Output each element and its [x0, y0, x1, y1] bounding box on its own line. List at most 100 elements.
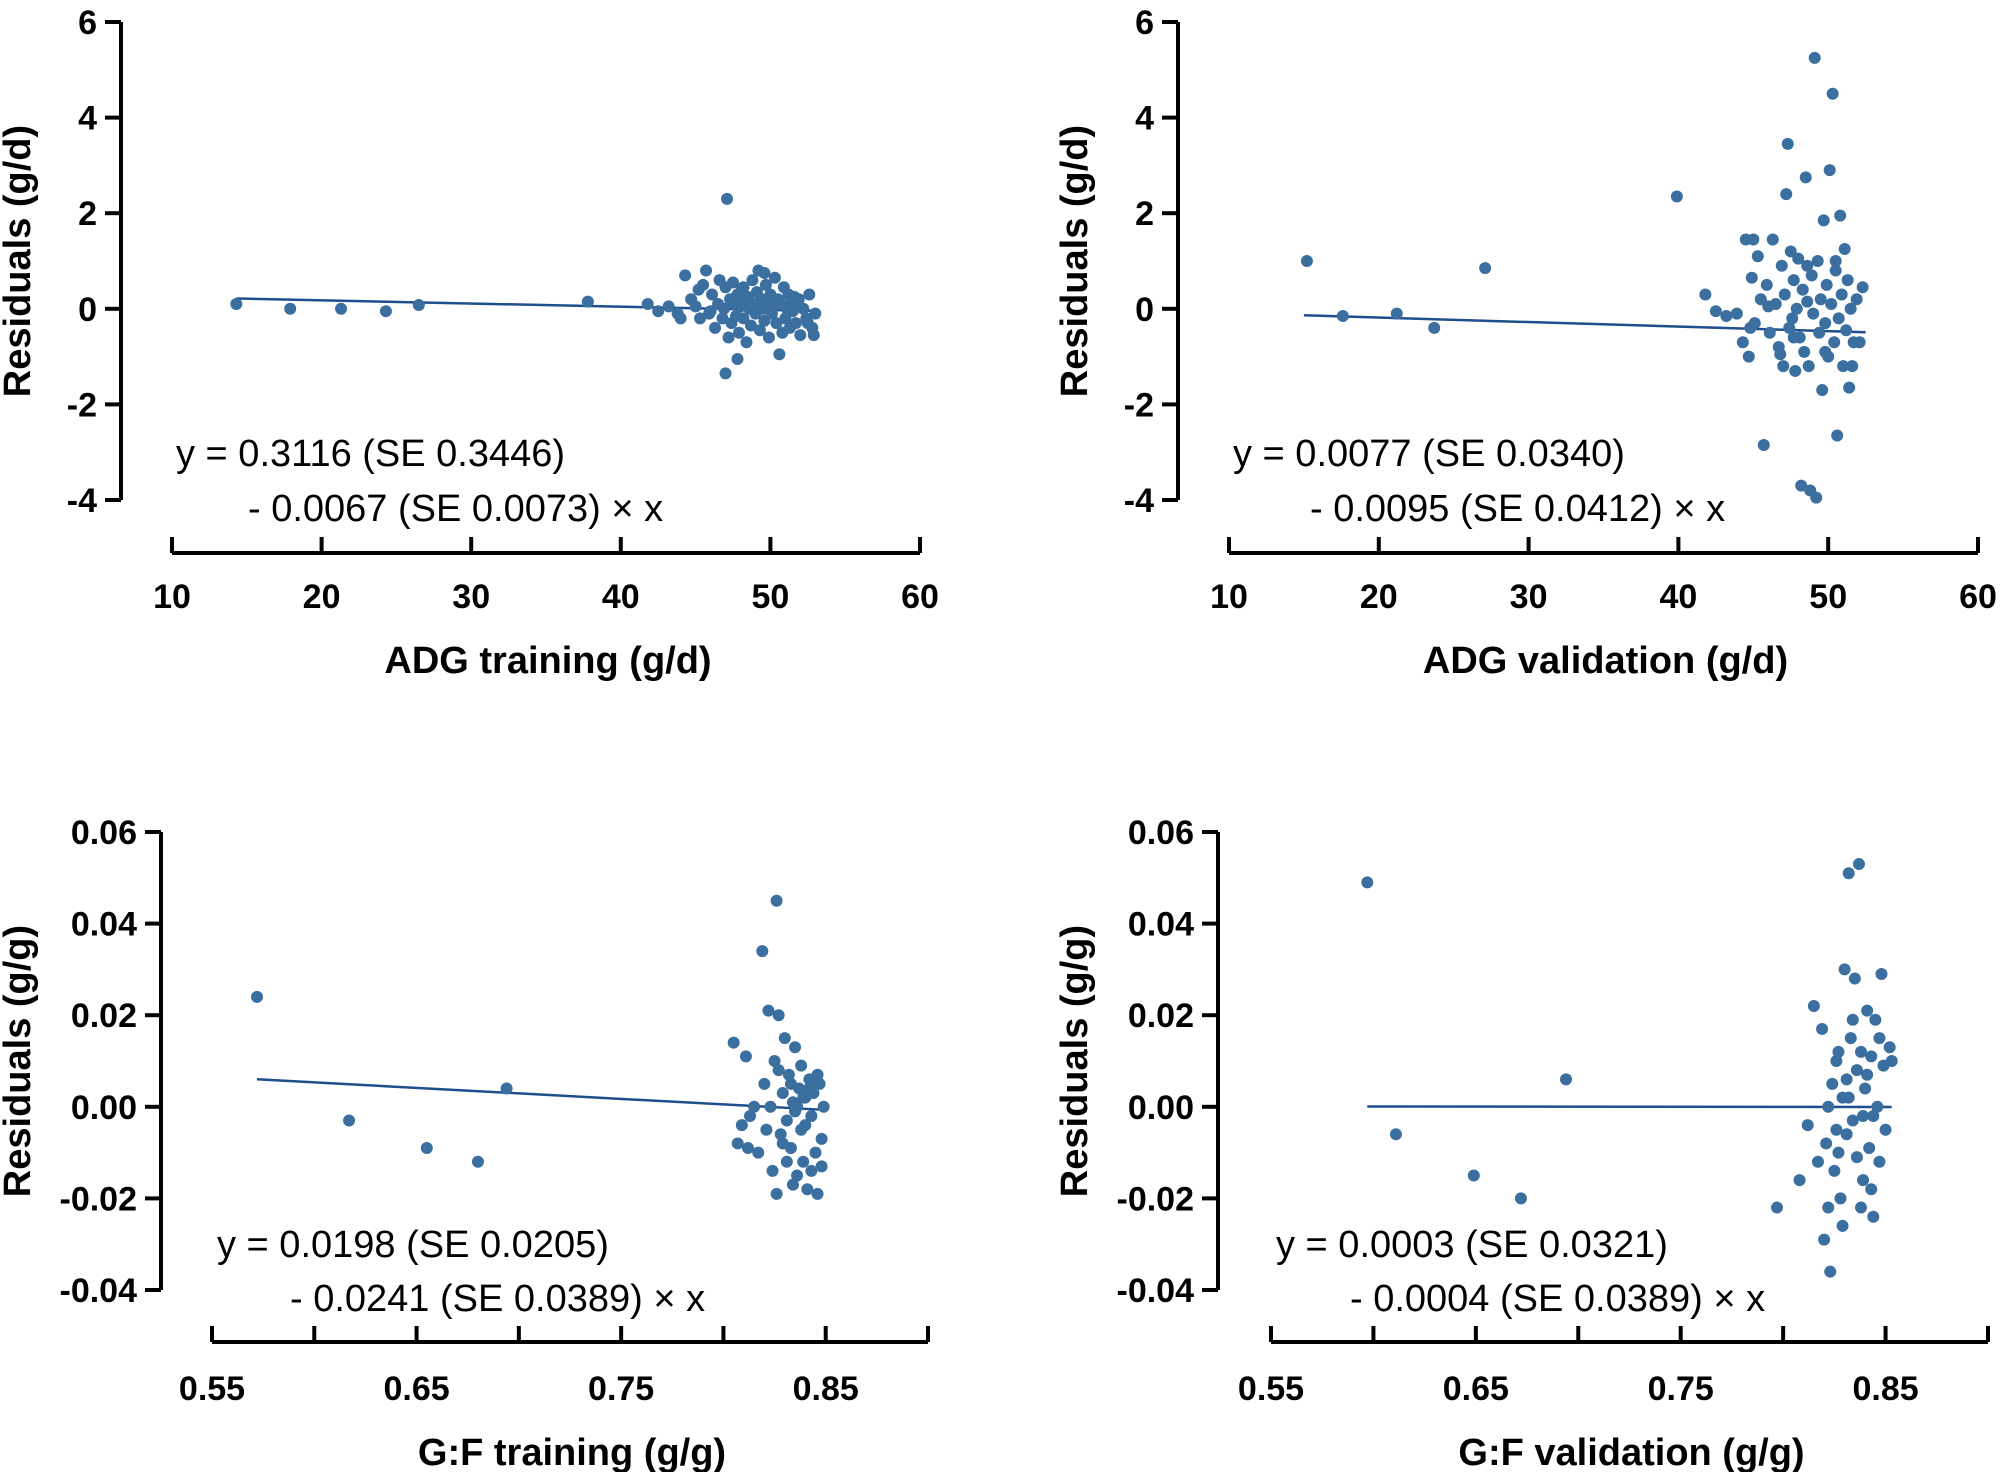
data-point [1842, 1091, 1855, 1104]
data-point [1836, 1219, 1849, 1232]
data-point [718, 302, 731, 315]
data-point [1837, 360, 1850, 373]
data-point [758, 1077, 771, 1090]
data-point [1777, 360, 1790, 373]
data-point [1863, 1142, 1876, 1155]
data-point [1781, 137, 1794, 150]
data-point [1808, 51, 1821, 64]
data-point [1780, 188, 1793, 201]
data-point [1336, 309, 1349, 322]
y-tick-label: 0.06 [1128, 814, 1194, 852]
equation-line-2: - 0.0241 (SE 0.0389) × x [290, 1278, 705, 1320]
x-tick-label: 60 [1959, 578, 1997, 616]
x-tick-label: 20 [303, 578, 341, 616]
data-point [770, 894, 783, 907]
data-point [779, 312, 792, 325]
data-point [756, 945, 769, 958]
y-tick-label: 0.02 [71, 997, 137, 1035]
data-point [740, 336, 753, 349]
data-point [731, 1137, 744, 1150]
data-point [1832, 312, 1845, 325]
data-point [1760, 278, 1773, 291]
x-tick-label: 50 [751, 578, 789, 616]
data-point [776, 1137, 789, 1150]
data-point [1848, 972, 1861, 985]
data-point [1841, 274, 1854, 287]
y-tick-label: 0.00 [1128, 1089, 1194, 1127]
data-point [809, 307, 822, 320]
x-tick-label: 0.65 [1443, 1370, 1509, 1408]
data-point [794, 329, 807, 342]
data-point [773, 348, 786, 361]
data-point [1790, 302, 1803, 315]
panel-gf-validation: -0.04 -0.02 0.00 0.02 0.04 0.06 0.55 0.65 0.75 0.… [1054, 814, 1990, 1472]
x-tick-label: 0.85 [793, 1370, 859, 1408]
x-tick-label: 0.75 [1648, 1370, 1714, 1408]
data-point [251, 990, 264, 1003]
data-point [748, 1100, 761, 1113]
data-point [772, 1064, 785, 1077]
data-point [727, 276, 739, 289]
data-point [1830, 1055, 1843, 1067]
x-tick-label: 50 [1809, 578, 1847, 616]
data-point [1793, 1174, 1806, 1187]
data-point [1869, 1013, 1882, 1026]
data-point [1824, 1265, 1837, 1278]
x-tick-label: 0.55 [179, 1370, 245, 1408]
data-point [1854, 1045, 1867, 1058]
data-point [803, 288, 816, 301]
data-point [662, 300, 675, 313]
data-point [1818, 1233, 1831, 1246]
data-point [1819, 345, 1832, 358]
data-point [789, 1041, 802, 1054]
data-point [797, 302, 810, 315]
data-point [1834, 209, 1847, 222]
data-point [758, 266, 771, 279]
data-point [1852, 858, 1865, 871]
data-point [1844, 302, 1857, 315]
data-point [1786, 312, 1799, 325]
data-point [1745, 271, 1758, 284]
data-point [1816, 1022, 1829, 1035]
data-point [1846, 1114, 1859, 1127]
data-point [674, 312, 687, 325]
data-point [1799, 171, 1812, 184]
data-point [786, 1178, 799, 1191]
data-point [741, 1142, 754, 1155]
data-point [1795, 479, 1808, 492]
data-point [1838, 243, 1851, 256]
equation-line-1: y = 0.0077 (SE 0.0340) [1233, 433, 1625, 475]
data-point [780, 1155, 793, 1168]
data-point [732, 326, 745, 339]
data-point [1829, 264, 1842, 277]
panel-gf-training: -0.04 -0.02 0.00 0.02 0.04 0.06 0.55 0.65 0.75 0.… [0, 814, 930, 1472]
data-point [762, 331, 775, 344]
data-point [731, 352, 744, 365]
x-tick-label: 40 [1659, 578, 1697, 616]
data-point [1811, 255, 1824, 267]
data-point [1467, 1169, 1480, 1182]
data-point [1861, 1004, 1874, 1017]
data-point [1856, 281, 1869, 294]
data-point [1859, 1082, 1872, 1095]
data-point [774, 1128, 787, 1141]
data-point [1826, 1077, 1839, 1090]
data-point [1801, 295, 1814, 308]
data-point [791, 1169, 804, 1182]
x-tick-label: 60 [901, 578, 939, 616]
data-point [1751, 250, 1764, 263]
data-point [1861, 1068, 1874, 1081]
data-point [1736, 336, 1749, 349]
data-point [641, 298, 654, 311]
y-tick-label: 0.02 [1128, 997, 1194, 1035]
data-point [1843, 381, 1856, 394]
data-point [1805, 269, 1818, 282]
data-point [1389, 1128, 1402, 1141]
data-point [758, 314, 771, 327]
data-point [1871, 1100, 1884, 1113]
data-point [801, 317, 814, 330]
data-point [500, 1082, 513, 1095]
data-point [1699, 288, 1712, 301]
data-point [692, 283, 705, 296]
data-point [1828, 1164, 1841, 1177]
